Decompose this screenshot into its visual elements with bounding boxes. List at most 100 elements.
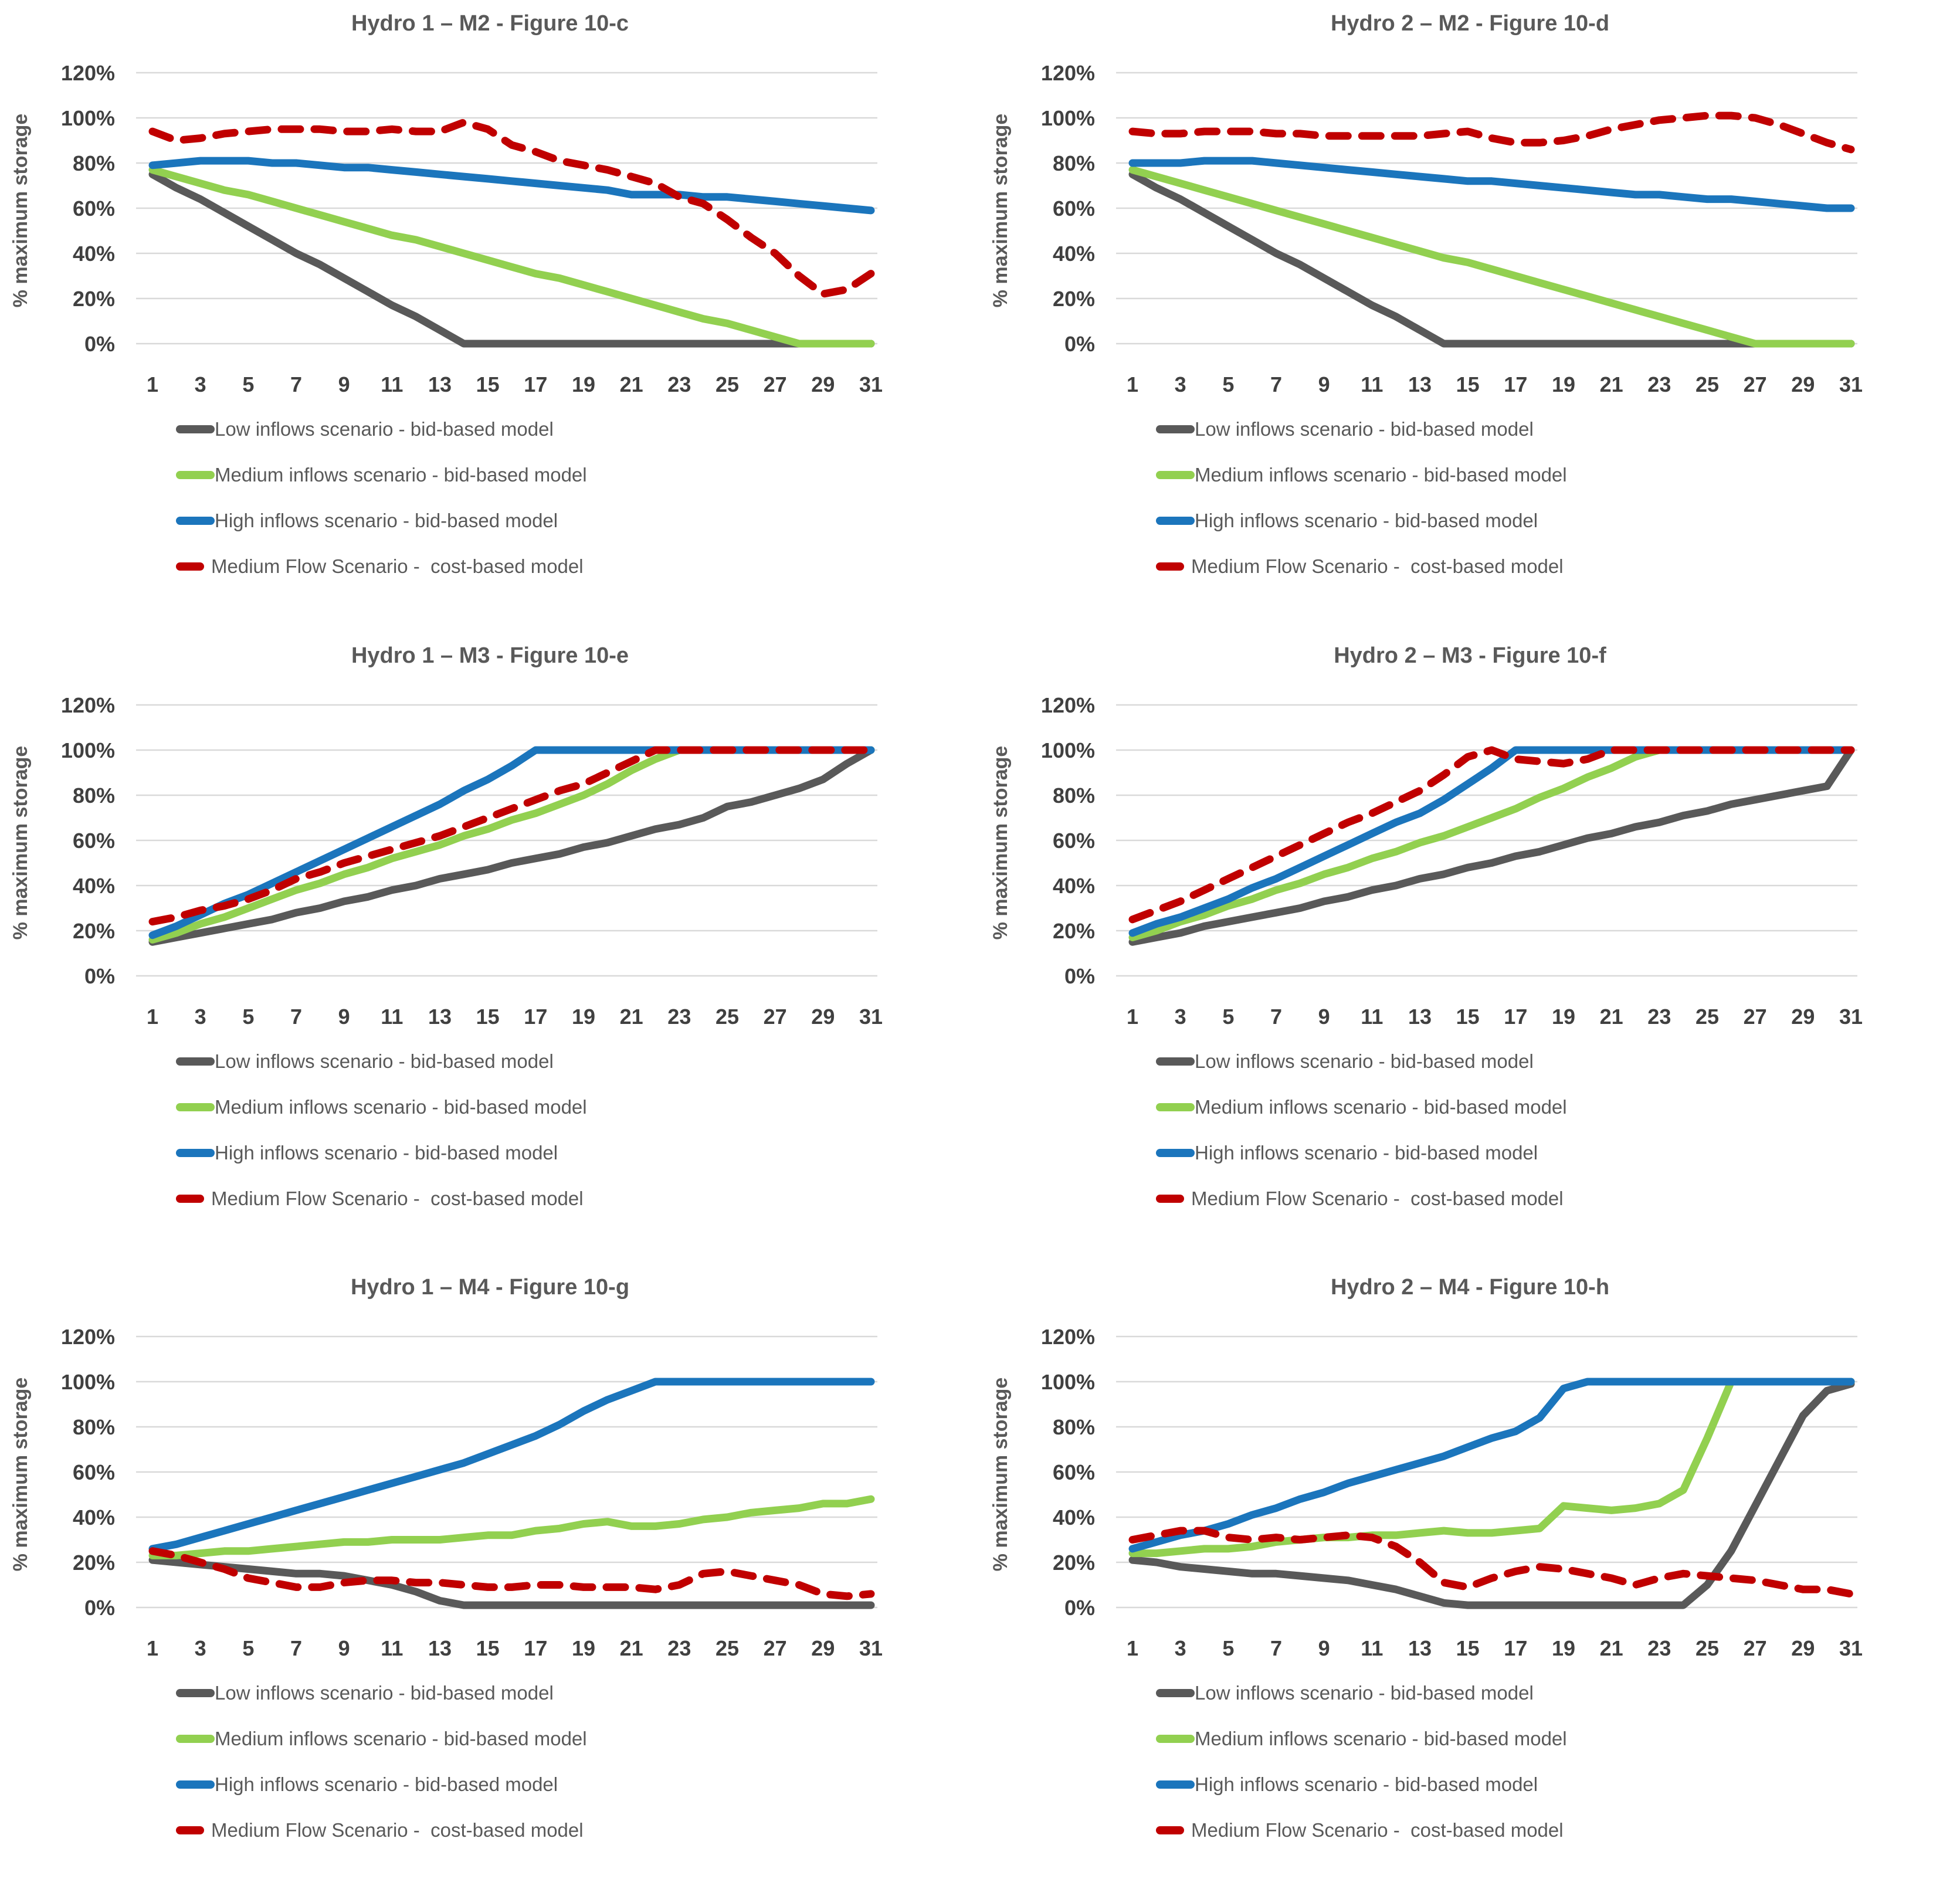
x-tick-label: 3 xyxy=(1175,1636,1186,1660)
x-tick-label: 5 xyxy=(1222,1636,1234,1660)
chart-title: Hydro 1 – M4 - Figure 10-g xyxy=(350,1275,630,1300)
line-chart-hydro2-m3: 0%20%40%60%80%100%120%1 3 5 7 9 11 13 15 17 19 21 2… xyxy=(989,693,1863,1029)
x-tick-label: 29 xyxy=(1791,1636,1815,1660)
x-tick-label: 9 xyxy=(338,372,350,396)
x-tick-label: 19 xyxy=(1552,1005,1575,1029)
x-tick-label: 1 xyxy=(1127,372,1138,396)
x-tick-label: 9 xyxy=(1318,1005,1330,1029)
series-line-cost xyxy=(148,746,875,925)
legend-swatch-low xyxy=(1156,1689,1195,1698)
y-tick-label: 20% xyxy=(1053,919,1095,943)
x-tick-label: 11 xyxy=(381,1636,403,1660)
legend-item-medium-inflows: Medium inflows scenario - bid-based mode… xyxy=(1156,1095,1567,1119)
y-tick-label: 120% xyxy=(61,61,115,85)
legend-item-high-inflows: High inflows scenario - bid-based model xyxy=(1156,509,1567,532)
y-tick-label: 60% xyxy=(73,1460,115,1484)
x-tick-label: 31 xyxy=(859,1005,883,1029)
x-tick-label: 25 xyxy=(1695,1636,1719,1660)
x-tick-label: 13 xyxy=(428,372,452,396)
y-tick-label: 20% xyxy=(1053,1551,1095,1575)
x-tick-label: 1 xyxy=(147,1005,158,1029)
x-tick-label: 23 xyxy=(1647,1636,1671,1660)
series-line-low xyxy=(148,746,875,946)
y-tick-label: 100% xyxy=(1041,738,1095,762)
x-tick-label: 5 xyxy=(242,372,254,396)
chart-title: Hydro 2 – M3 - Figure 10-f xyxy=(1334,643,1606,668)
x-tick-label: 7 xyxy=(290,1005,302,1029)
y-tick-label: 100% xyxy=(61,1370,115,1394)
y-tick-label: 20% xyxy=(73,919,115,943)
series-line-low xyxy=(1128,1380,1855,1609)
x-tick-label: 15 xyxy=(1456,372,1480,396)
x-tick-label: 1 xyxy=(1127,1636,1138,1660)
x-tick-label: 21 xyxy=(620,1005,643,1029)
y-tick-label: 100% xyxy=(1041,106,1095,130)
legend-swatch-medium xyxy=(176,1735,215,1744)
x-tick-label: 23 xyxy=(667,1636,691,1660)
y-tick-label: 120% xyxy=(1041,693,1095,717)
y-axis-title: % maximum storage xyxy=(9,114,32,308)
legend-swatch-cost xyxy=(176,1194,204,1203)
y-tick-label: 60% xyxy=(1053,196,1095,221)
x-tick-label: 25 xyxy=(1695,372,1719,396)
x-tick-label: 15 xyxy=(1456,1005,1480,1029)
x-tick-label: 17 xyxy=(524,1005,547,1029)
x-tick-label: 25 xyxy=(1695,1005,1719,1029)
y-tick-label: 0% xyxy=(84,1596,115,1620)
line-chart-hydro2-m2: 0%20%40%60%80%100%120%1 3 5 7 9 11 13 15 17 19 21 2… xyxy=(989,61,1863,396)
line-chart-hydro1-m4: 0%20%40%60%80%100%120%1 3 5 7 9 11 13 15 17 19 21 2… xyxy=(9,1325,883,1660)
x-tick-label: 15 xyxy=(476,372,500,396)
y-tick-label: 0% xyxy=(84,332,115,356)
series-line-medium xyxy=(148,166,875,348)
y-axis-title: % maximum storage xyxy=(989,745,1012,939)
y-tick-label: 80% xyxy=(1053,784,1095,808)
chart-legend: Low inflows scenario - bid-based model M… xyxy=(176,418,587,601)
x-tick-label: 31 xyxy=(1839,372,1863,396)
x-tick-label: 19 xyxy=(1552,372,1575,396)
legend-item-medium-inflows: Medium inflows scenario - bid-based mode… xyxy=(176,1095,587,1119)
legend-swatch-low xyxy=(1156,1057,1195,1066)
series-line-medium xyxy=(148,1495,875,1560)
x-tick-label: 3 xyxy=(195,1636,206,1660)
y-tick-label: 0% xyxy=(1064,1596,1095,1620)
x-tick-label: 3 xyxy=(1175,1005,1186,1029)
legend-item-low-inflows: Low inflows scenario - bid-based model xyxy=(1156,418,1567,441)
x-tick-label: 21 xyxy=(620,1636,643,1660)
x-tick-label: 17 xyxy=(1504,1005,1527,1029)
x-tick-label: 5 xyxy=(1222,1005,1234,1029)
chart-title: Hydro 1 – M2 - Figure 10-c xyxy=(351,11,629,36)
legend-item-high-inflows: High inflows scenario - bid-based model xyxy=(1156,1141,1567,1165)
x-tick-label: 17 xyxy=(524,372,547,396)
legend-item-high-inflows: High inflows scenario - bid-based model xyxy=(176,509,587,532)
y-axis-title: % maximum storage xyxy=(989,1378,1012,1572)
series-line-cost xyxy=(1128,1527,1855,1598)
x-tick-label: 3 xyxy=(1175,372,1186,396)
legend-swatch-cost xyxy=(1156,1194,1184,1203)
x-tick-label: 27 xyxy=(1744,372,1767,396)
x-tick-label: 21 xyxy=(1600,1636,1623,1660)
x-tick-label: 1 xyxy=(1127,1005,1138,1029)
x-tick-label: 5 xyxy=(1222,372,1234,396)
x-tick-label: 11 xyxy=(381,372,403,396)
x-tick-label: 13 xyxy=(1408,1005,1432,1029)
legend-swatch-high xyxy=(176,1148,215,1157)
y-tick-label: 20% xyxy=(73,287,115,311)
legend-item-medium-inflows: Medium inflows scenario - bid-based mode… xyxy=(176,1727,587,1751)
x-tick-label: 19 xyxy=(572,1636,595,1660)
series-line-medium xyxy=(1128,746,1855,941)
x-tick-label: 3 xyxy=(195,372,206,396)
x-tick-label: 23 xyxy=(1647,1005,1671,1029)
x-tick-label: 7 xyxy=(1270,1005,1282,1029)
legend-swatch-medium xyxy=(1156,1735,1195,1744)
x-tick-label: 21 xyxy=(1600,1005,1623,1029)
legend-item-medium-inflows: Medium inflows scenario - bid-based mode… xyxy=(1156,1727,1567,1751)
chart-legend: Low inflows scenario - bid-based model M… xyxy=(1156,1050,1567,1233)
y-axis-title: % maximum storage xyxy=(9,1378,32,1572)
line-chart-hydro2-m4: 0%20%40%60%80%100%120%1 3 5 7 9 11 13 15 17 19 21 2… xyxy=(989,1325,1863,1660)
x-tick-label: 29 xyxy=(811,372,835,396)
legend-item-medium-flow-cost: Medium Flow Scenario - cost-based model xyxy=(1156,1187,1567,1210)
x-tick-label: 25 xyxy=(715,1005,739,1029)
x-tick-label: 7 xyxy=(1270,1636,1282,1660)
x-tick-label: 9 xyxy=(1318,1636,1330,1660)
